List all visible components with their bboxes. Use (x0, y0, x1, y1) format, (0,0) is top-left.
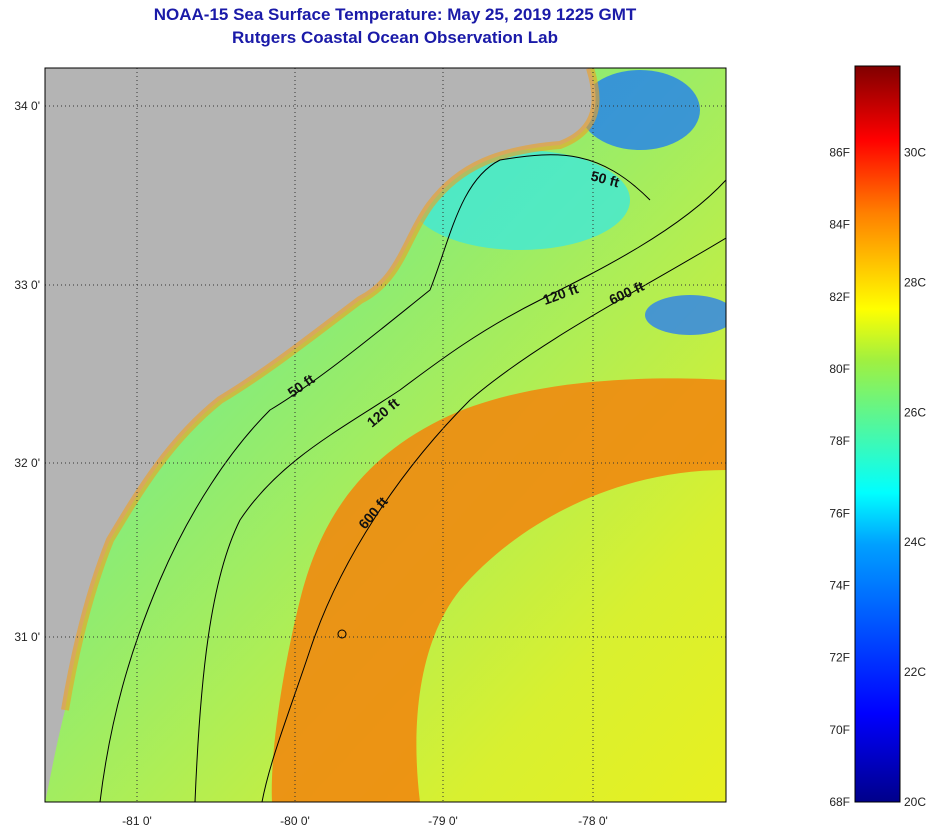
grid-lines (45, 68, 726, 802)
colorbar-f-label: 84F (829, 218, 850, 232)
colorbar-f-label: 78F (829, 434, 850, 448)
lat-tick: 33 0' (14, 278, 40, 292)
colorbar-f-label: 70F (829, 723, 850, 737)
colorbar-f-label: 68F (829, 795, 850, 809)
colorbar-c-label: 28C (904, 275, 926, 289)
lon-tick: -79 0' (428, 814, 458, 828)
colorbar (854, 65, 901, 803)
contour-50ft (99, 154, 651, 802)
contour-label: 50 ft (589, 167, 621, 190)
contour-600ft (261, 237, 726, 802)
lat-tick: 31 0' (14, 630, 40, 644)
lon-tick: -80 0' (280, 814, 310, 828)
lat-tick: 32 0' (14, 456, 40, 470)
colorbar-f-label: 76F (829, 506, 850, 520)
colorbar-f-label: 86F (829, 146, 850, 160)
lon-tick: -78 0' (578, 814, 608, 828)
colorbar-f-label: 74F (829, 579, 850, 593)
colorbar-c-label: 20C (904, 795, 926, 809)
station-marker (337, 629, 347, 639)
gulf-stream-warm-band (271, 378, 726, 802)
colorbar-c-label: 22C (904, 665, 926, 679)
map-frame (44, 67, 727, 803)
colorbar-f-label: 82F (829, 290, 850, 304)
colorbar-f-label: 80F (829, 362, 850, 376)
map-subtitle: Rutgers Coastal Ocean Observation Lab (232, 28, 558, 47)
lon-tick: -81 0' (122, 814, 152, 828)
lat-tick: 34 0' (14, 99, 40, 113)
map-title: NOAA-15 Sea Surface Temperature: May 25,… (153, 5, 637, 24)
land (45, 68, 596, 802)
contour-120ft (194, 179, 726, 802)
colorbar-c-label: 24C (904, 535, 926, 549)
colorbar-c-label: 26C (904, 405, 926, 419)
colorbar-f-label: 72F (829, 651, 850, 665)
colorbar-c-label: 30C (904, 146, 926, 160)
